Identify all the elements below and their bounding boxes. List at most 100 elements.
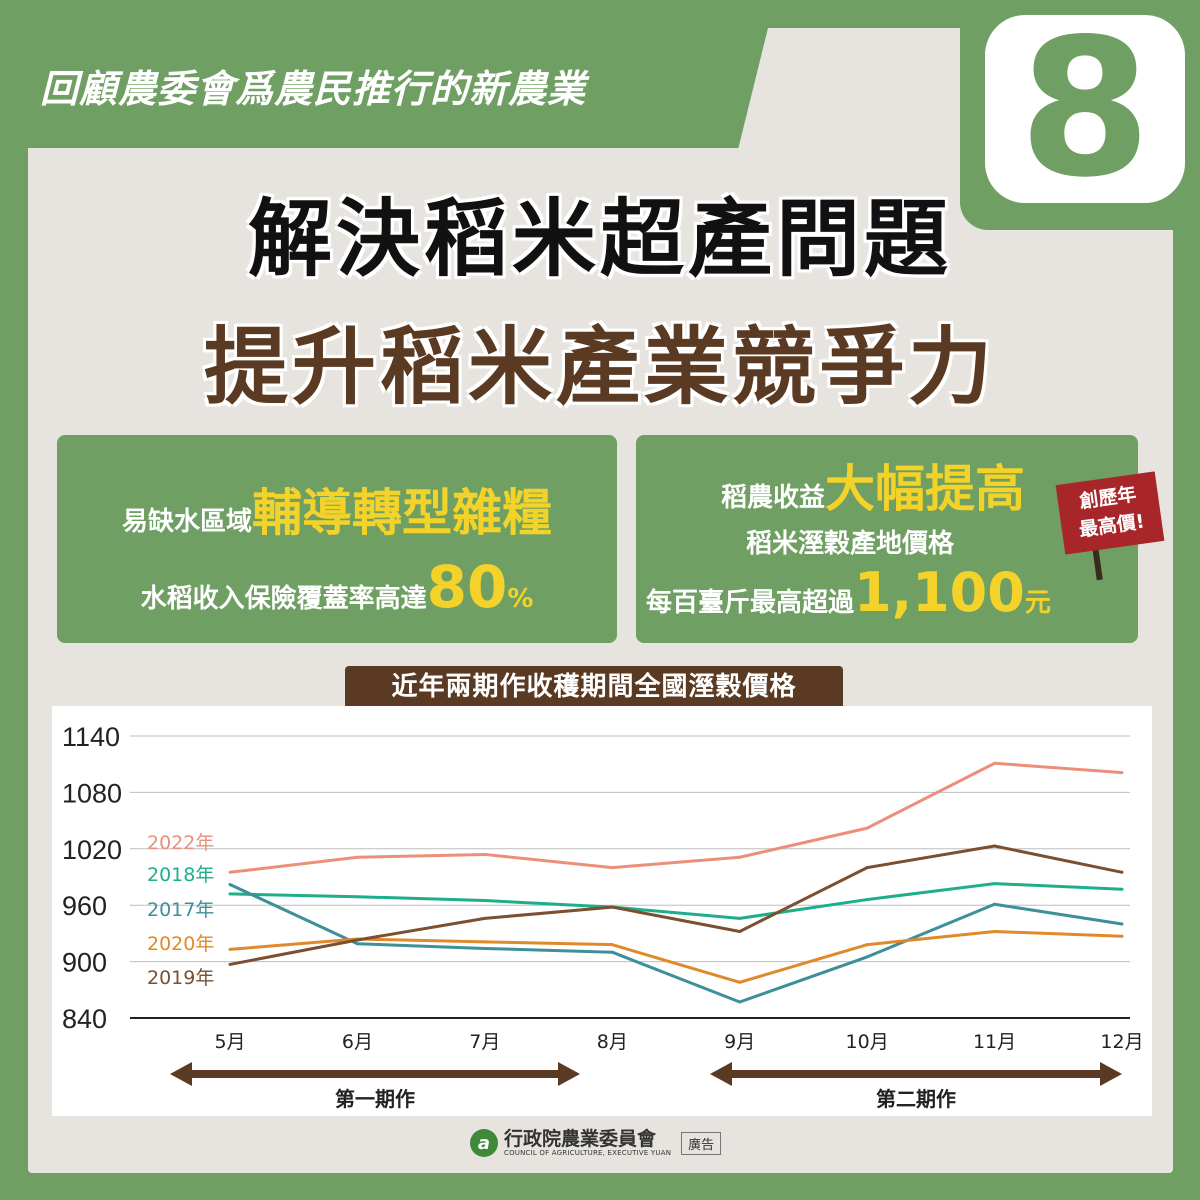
period-label: 第一期作 [335, 1087, 415, 1111]
data-point [738, 855, 742, 859]
data-point [993, 930, 997, 934]
y-tick-label: 840 [62, 1004, 107, 1034]
period-arrow-head-right [558, 1062, 580, 1086]
data-point [610, 943, 614, 947]
series-label: 2020年 [147, 933, 214, 955]
card-left-row-1: 易缺水區域輔導轉型雜糧 [57, 473, 617, 545]
series-line [229, 761, 1123, 874]
badge-number: 8 [1018, 0, 1152, 219]
data-point [228, 883, 232, 887]
data-point [738, 916, 742, 920]
x-tick-label: 10月 [846, 1031, 889, 1053]
data-point [738, 980, 742, 984]
data-point [1120, 922, 1124, 926]
main-title-line-2: 提升稻米產業競爭力 [203, 318, 996, 416]
footer-logo: a 行政院農業委員會 COUNCIL OF AGRICULTURE, EXECU… [470, 1125, 722, 1161]
card-right-line3-prefix: 每百臺斤最高超過 [646, 588, 855, 618]
x-tick-label: 8月 [597, 1031, 628, 1053]
data-point [228, 947, 232, 951]
data-point [993, 844, 997, 848]
data-point [865, 955, 869, 959]
data-point [993, 902, 997, 906]
org-name: 行政院農業委員會 [504, 1128, 657, 1150]
info-card-left: 易缺水區域輔導轉型雜糧 水稻收入保險覆蓋率高達80% [57, 435, 617, 643]
card-left-line2-suffix: % [507, 584, 534, 614]
data-point [355, 895, 359, 899]
data-point [483, 899, 487, 902]
data-point [1120, 771, 1124, 775]
period-arrow-head-left [170, 1062, 192, 1086]
chart-container: 840 900 960 1020 1080 1140 5月 6月 7月 8月 9月 10月 11月 12月… [52, 706, 1152, 1116]
record-price-ribbon: 創歷年 最高價! [1055, 471, 1165, 555]
data-point [610, 905, 614, 909]
card-left-line1-highlight: 輔導轉型雜糧 [252, 484, 552, 542]
org-name-en: COUNCIL OF AGRICULTURE, EXECUTIVE YUAN [504, 1149, 672, 1157]
card-right-line1-highlight: 大幅提高 [825, 460, 1026, 518]
data-point [865, 826, 869, 830]
footer-org: 行政院農業委員會 COUNCIL OF AGRICULTURE, EXECUTI… [504, 1129, 671, 1157]
ad-tag: 廣告 [681, 1131, 722, 1155]
card-right-line3-highlight: 1,100 [854, 561, 1025, 624]
card-right-line3-suffix: 元 [1024, 588, 1051, 618]
card-left-row-2: 水稻收入保險覆蓋率高達80% [57, 553, 617, 621]
data-point [355, 938, 359, 942]
data-point [228, 870, 232, 874]
number-badge-inner: 8 [985, 0, 1185, 219]
period-arrow-head-left [710, 1062, 732, 1086]
data-point [865, 898, 869, 902]
card-left-line2-prefix: 水稻收入保險覆蓋率高達 [140, 584, 427, 614]
info-card-right: 稻農收益大幅提高 稻米溼穀產地價格 每百臺斤最高超過1,100元 [636, 435, 1138, 643]
card-left-line1-prefix: 易缺水區域 [121, 507, 252, 537]
chart-title: 近年兩期作收穫期間全國溼穀價格 [345, 666, 843, 708]
card-right-line1-prefix: 稻農收益 [721, 483, 826, 513]
series-label: 2019年 [147, 967, 214, 989]
data-point [1120, 887, 1124, 891]
series-label: 2017年 [147, 899, 214, 921]
series-label: 2018年 [147, 864, 214, 886]
line-chart: 840 900 960 1020 1080 1140 5月 6月 7月 8月 9月 10月 11月 12月… [62, 722, 1144, 1111]
data-point [483, 916, 487, 920]
y-tick-label: 1080 [62, 778, 122, 808]
card-right-line2: 稻米溼穀產地價格 [746, 529, 955, 559]
coa-logo-icon: a [470, 1129, 498, 1157]
data-point [355, 942, 359, 946]
data-point [610, 866, 614, 870]
data-point [228, 962, 232, 966]
period-label: 第二期作 [876, 1087, 956, 1111]
x-tick-label: 6月 [342, 1031, 373, 1053]
y-tick-label: 900 [62, 948, 107, 978]
series-line [229, 930, 1123, 984]
y-tick-label: 1020 [62, 835, 122, 865]
data-point [483, 946, 487, 950]
banner-title: 回顧農委會爲農民推行的新農業 [40, 67, 587, 111]
card-right-row-2: 稻米溼穀產地價格 [636, 523, 1200, 560]
data-point [993, 761, 997, 765]
data-point [228, 892, 232, 896]
x-tick-label: 5月 [214, 1031, 245, 1053]
series-line [229, 882, 1123, 920]
x-tick-label: 9月 [724, 1031, 755, 1053]
data-point [865, 866, 869, 870]
period-arrow-head-right [1100, 1062, 1122, 1086]
data-point [738, 1000, 742, 1004]
x-tick-label: 11月 [973, 1031, 1016, 1053]
data-point [355, 855, 359, 859]
x-tick-label: 12月 [1100, 1031, 1143, 1053]
data-point [1120, 870, 1124, 874]
y-tick-label: 960 [62, 891, 107, 921]
card-left-line2-highlight: 80 [426, 553, 508, 621]
top-banner [28, 28, 768, 148]
data-point [1120, 934, 1124, 938]
data-point [483, 940, 487, 944]
main-title-line-1: 解決稻米超產問題 [247, 190, 952, 288]
series-label: 2022年 [147, 832, 214, 854]
card-right-row-3: 每百臺斤最高超過1,100元 [636, 561, 1148, 624]
data-point [610, 950, 614, 954]
series-line [229, 844, 1123, 966]
data-point [865, 943, 869, 947]
data-point [738, 930, 742, 934]
x-tick-label: 7月 [469, 1031, 500, 1053]
series-line [229, 883, 1123, 1004]
data-point [993, 882, 997, 886]
card-right-row-1: 稻農收益大幅提高 [636, 449, 1200, 521]
